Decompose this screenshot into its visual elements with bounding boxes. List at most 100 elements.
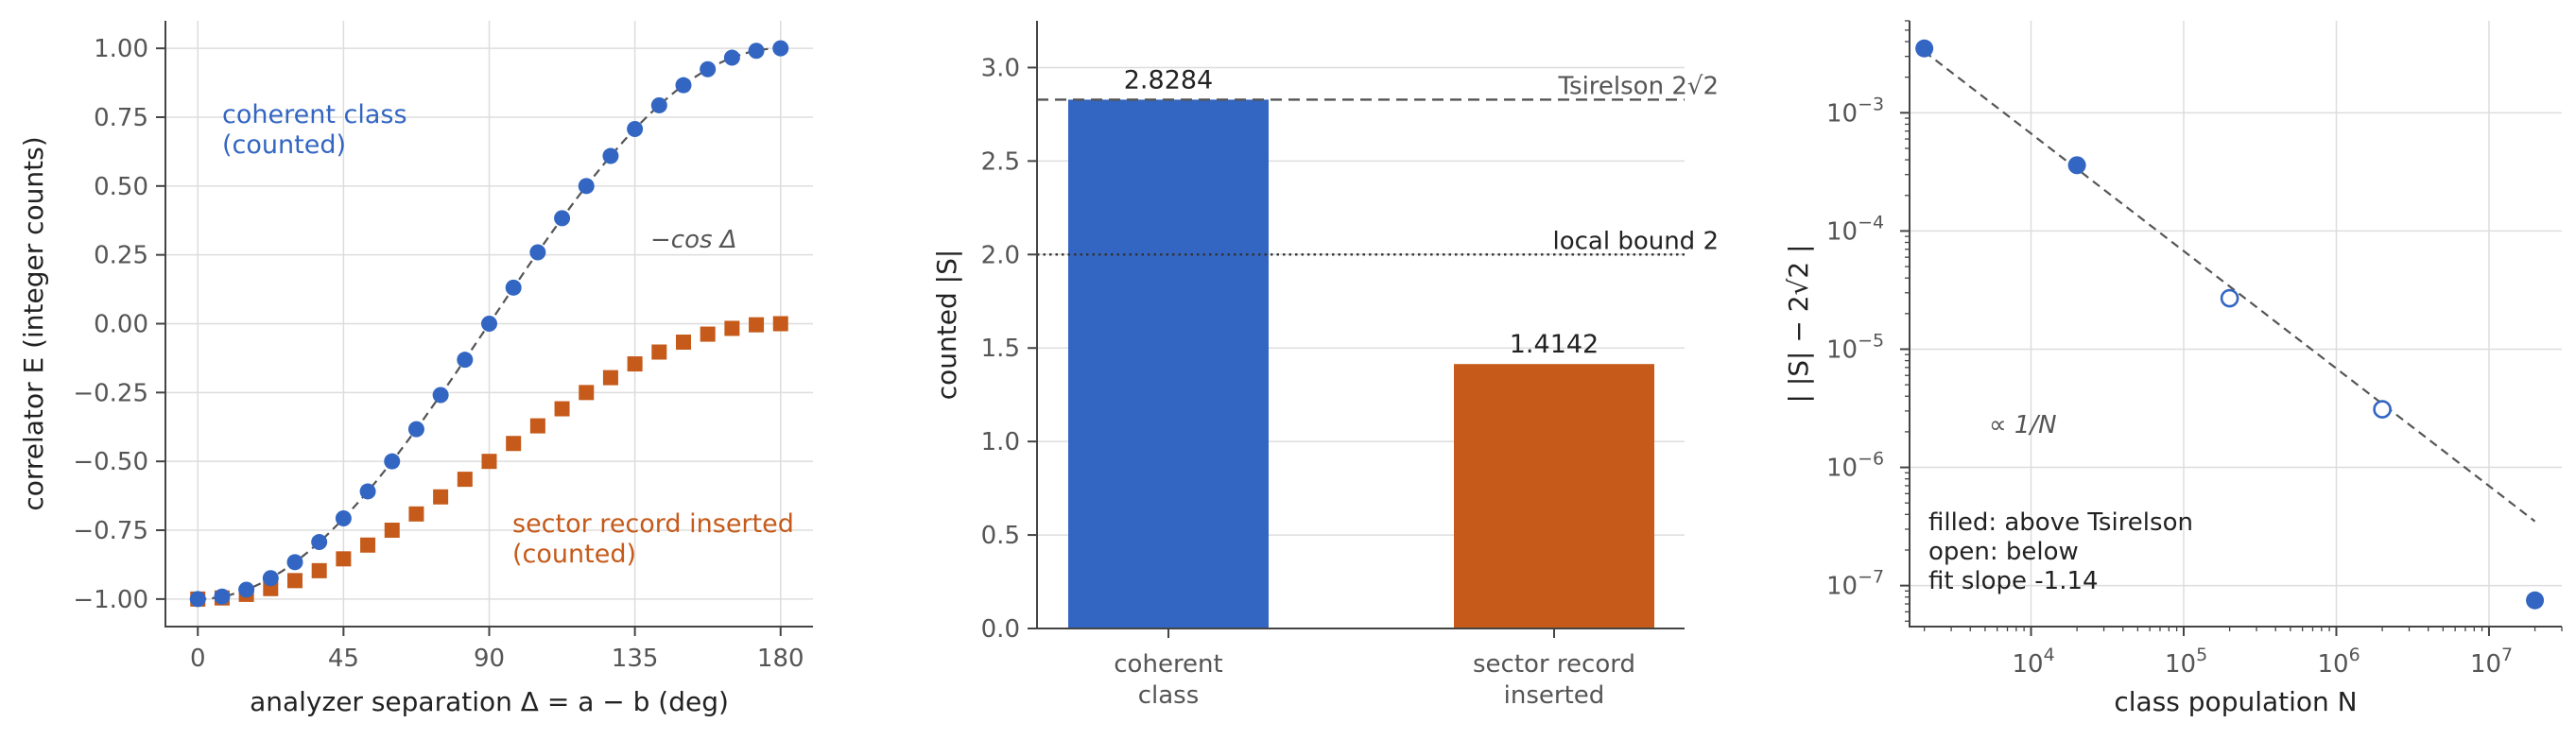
sector-record-point xyxy=(627,356,643,372)
filled-point xyxy=(1915,39,1934,58)
x-axis-label: class population N xyxy=(2114,686,2357,717)
coherent-class-point xyxy=(359,483,376,500)
coherent-class-point xyxy=(748,43,765,60)
y-tick-label: 0.0 xyxy=(981,615,1020,644)
category-label: inserted xyxy=(1504,681,1605,710)
coherent-class-point xyxy=(675,77,692,94)
y-tick-label: 1.5 xyxy=(981,335,1020,363)
sector-record-point xyxy=(384,523,400,539)
x-tick-label: 0 xyxy=(190,645,206,673)
sector-record-point xyxy=(602,370,618,386)
coherent-class-point xyxy=(772,40,789,57)
x-tick-label: 45 xyxy=(328,645,359,673)
y-axis-label: | |S| − 2√2 | xyxy=(1783,244,1814,403)
tsirelson-label: Tsirelson 2√2 xyxy=(1557,72,1719,100)
sector-record-point xyxy=(700,326,716,342)
sector-record-point xyxy=(481,454,497,470)
coherent-class-point xyxy=(650,96,667,113)
x-tick-label: 105 xyxy=(2165,645,2207,679)
y-axis-label: correlator E (integer counts) xyxy=(18,136,49,510)
coherent-class-point xyxy=(407,421,424,438)
sector-record-point xyxy=(311,562,327,578)
y-tick-label: 10−7 xyxy=(1826,567,1884,601)
sector-record-point xyxy=(529,418,545,434)
coherent-class-point xyxy=(335,509,352,526)
coherent-class-point xyxy=(384,453,401,470)
coherent-class-point xyxy=(189,591,206,608)
y-tick-label: 10−6 xyxy=(1826,449,1884,483)
filled-point xyxy=(2526,591,2545,610)
fit-label: ∝ 1/N xyxy=(1989,411,2057,439)
coherent-class-point xyxy=(554,210,571,227)
theory-curve-label: −cos Δ xyxy=(650,226,737,254)
y-tick-label: −0.50 xyxy=(73,448,148,476)
scaling-panel: 104 105 106 107 10−7 10−6 10−5 10−4 10−3 ∝ 1/N fil… xyxy=(1783,20,2563,717)
annotation-line: open: below xyxy=(1928,538,2079,566)
y-tick-label: −1.00 xyxy=(73,586,148,614)
coherent-class-point xyxy=(432,387,449,404)
x-tick-label: 107 xyxy=(2470,645,2513,679)
x-tick-label: 135 xyxy=(612,645,659,673)
category-label: sector record xyxy=(1473,650,1635,679)
y-tick-label: 1.00 xyxy=(94,35,148,63)
coherent-class-point xyxy=(505,279,522,296)
coherent-class-point xyxy=(529,244,546,261)
sector-record-point xyxy=(336,551,352,567)
category-label: class xyxy=(1138,681,1200,710)
y-tick-label: 10−4 xyxy=(1826,212,1884,246)
y-tick-label: 0.75 xyxy=(94,104,148,132)
y-tick-label: 0.25 xyxy=(94,242,148,270)
annotation-line: fit slope -1.14 xyxy=(1928,567,2099,595)
sector-record-label: sector record inserted (counted) xyxy=(512,509,794,569)
coherent-class-point xyxy=(602,147,619,164)
axes-spine xyxy=(164,21,813,628)
bar xyxy=(1068,99,1269,629)
coherent-class-label: coherent class (counted) xyxy=(222,100,407,160)
coherent-class-point xyxy=(238,581,255,598)
sector-record-point xyxy=(457,472,473,488)
sector-record-point xyxy=(579,385,595,401)
x-tick-label: 104 xyxy=(2013,645,2055,679)
coherent-class-point xyxy=(286,554,303,571)
y-tick-label: 3.0 xyxy=(981,54,1020,82)
sector-record-point xyxy=(433,489,449,505)
bar-value-label: 1.4142 xyxy=(1510,330,1599,359)
coherent-class-point xyxy=(311,534,328,551)
bar xyxy=(1454,364,1654,628)
sector-record-point xyxy=(749,317,765,333)
coherent-class-point xyxy=(481,316,497,332)
sector-record-point xyxy=(287,573,303,589)
axes-spine xyxy=(1036,21,1685,629)
y-tick-label: 0.50 xyxy=(94,173,148,201)
sector-record-point xyxy=(360,537,376,553)
y-axis-label: counted |S| xyxy=(931,250,962,401)
y-tick-label: −0.75 xyxy=(73,517,148,545)
local-bound-label: local bound 2 xyxy=(1552,227,1719,255)
axes-spine xyxy=(1909,21,2562,628)
open-point xyxy=(2373,400,2392,419)
sector-record-point xyxy=(408,506,424,522)
correlator-panel: 0 45 90 135 180 −1.00 −0.75 −0.50 −0.25 0.00 0.25 0… xyxy=(18,21,813,717)
coherent-class-point xyxy=(700,60,717,77)
x-axis-label: analyzer separation Δ = a − b (deg) xyxy=(250,686,729,717)
coherent-class-point xyxy=(578,178,595,195)
sector-record-point xyxy=(676,335,691,351)
x-tick-label: 90 xyxy=(474,645,505,673)
fit-line xyxy=(1923,50,2536,523)
bar-panel: 0.0 0.5 1.0 1.5 2.0 2.5 3.0 2.8284 coherentclass… xyxy=(931,21,1719,710)
bar-value-label: 2.8284 xyxy=(1124,65,1213,95)
y-tick-label: 2.0 xyxy=(981,241,1020,269)
category-label: coherent xyxy=(1114,650,1222,679)
coherent-class-point xyxy=(262,570,279,587)
sector-record-point xyxy=(651,344,667,360)
coherent-class-point xyxy=(457,352,474,369)
coherent-class-point xyxy=(627,121,644,138)
y-tick-label: 0.00 xyxy=(94,311,148,339)
sector-record-point xyxy=(554,401,570,417)
annotation-line: filled: above Tsirelson xyxy=(1928,508,2193,537)
x-tick-label: 106 xyxy=(2317,645,2360,679)
y-tick-label: −0.25 xyxy=(73,379,148,407)
x-tick-label: 180 xyxy=(757,645,804,673)
y-tick-label: 1.0 xyxy=(981,428,1020,456)
